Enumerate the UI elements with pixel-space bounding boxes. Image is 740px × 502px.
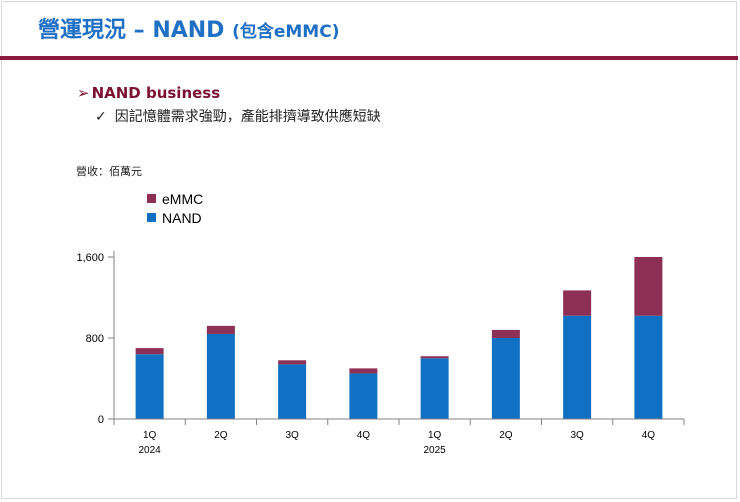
bar-nand-6 <box>491 338 520 419</box>
chart-bars <box>135 257 663 419</box>
sub-bullet-text: 因記憶體需求強勁，產能排擠導致供應短缺 <box>114 109 381 125</box>
x-axis: 1Q 2Q 3Q 4Q 1Q 2Q 3Q 4Q 2024 2025 <box>113 418 685 456</box>
y-tick-label: 800 <box>86 333 104 345</box>
x-category-label: 2Q <box>499 430 513 441</box>
legend-label-nand: NAND <box>162 210 202 226</box>
bar-nand-4 <box>349 373 378 419</box>
revenue-unit-label: 營收：佰萬元 <box>76 165 142 178</box>
checkmark-icon: ✓ <box>95 109 107 125</box>
title-divider <box>0 56 738 60</box>
x-category-label: 4Q <box>357 430 371 441</box>
x-category-label: 4Q <box>642 430 656 441</box>
x-category-label: 2Q <box>214 430 228 441</box>
bar-nand-8 <box>634 315 663 419</box>
legend-label-emmc: eMMC <box>162 191 203 207</box>
y-tick-label: 1,600 <box>76 252 104 264</box>
bullet-heading-text: NAND business <box>91 84 221 102</box>
slide-title-sub: (包含eMMC) <box>232 22 340 42</box>
sub-bullet: ✓ 因記憶體需求強勁，產能排擠導致供應短缺 <box>95 106 381 126</box>
slide-title: 營運現況 – NAND (包含eMMC) <box>38 12 339 44</box>
bar-emmc-1 <box>135 348 164 355</box>
chart-legend: eMMC NAND <box>147 191 203 226</box>
y-axis: 0 800 1,600 <box>76 251 115 426</box>
bar-nand-7 <box>563 315 592 419</box>
bar-emmc-8 <box>634 257 663 316</box>
bar-emmc-7 <box>563 290 592 316</box>
bullet-heading: ➢ NAND business <box>77 84 220 102</box>
x-category-label: 3Q <box>285 430 299 441</box>
bar-emmc-2 <box>206 325 235 334</box>
x-category-label: 1Q <box>143 430 157 441</box>
bar-emmc-3 <box>278 360 307 365</box>
bar-emmc-5 <box>420 356 449 359</box>
x-category-label: 1Q <box>428 430 442 441</box>
bar-nand-3 <box>278 364 307 419</box>
y-tick-label: 0 <box>98 414 104 426</box>
x-year-label: 2024 <box>139 445 162 456</box>
x-category-label: 3Q <box>570 430 584 441</box>
bar-nand-5 <box>420 358 449 419</box>
slide-title-main: 營運現況 – NAND <box>38 18 233 43</box>
bar-emmc-6 <box>491 329 520 338</box>
bar-nand-1 <box>135 354 164 419</box>
x-year-label: 2025 <box>424 445 447 456</box>
arrow-bullet-icon: ➢ <box>77 84 90 102</box>
bar-emmc-4 <box>349 368 378 374</box>
legend-swatch-emmc <box>147 194 156 203</box>
legend-swatch-nand <box>147 213 156 222</box>
bar-nand-2 <box>206 333 235 419</box>
